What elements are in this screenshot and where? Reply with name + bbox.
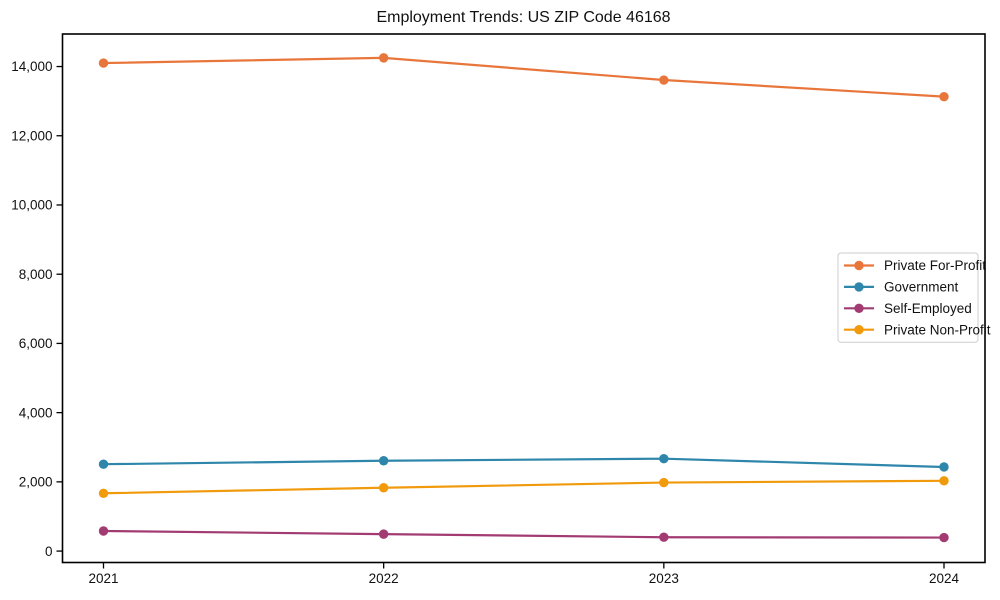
legend-label-government: Government — [884, 280, 959, 295]
y-tick-label: 8,000 — [19, 267, 53, 282]
series-marker-self-employed — [659, 532, 669, 542]
series-marker-self-employed — [939, 532, 949, 543]
y-tick-label: 0 — [45, 544, 53, 559]
series-marker-self-employed — [378, 529, 389, 539]
chart-title: Employment Trends: US ZIP Code 46168 — [376, 9, 671, 26]
series-marker-government — [659, 453, 669, 464]
x-tick-label: 2024 — [929, 571, 960, 586]
series-marker-self-employed — [98, 526, 109, 536]
series-marker-government — [939, 462, 949, 472]
series-marker-private-for-profit — [939, 91, 949, 102]
legend-marker-private-for-profit — [854, 260, 864, 271]
x-tick-label: 2022 — [369, 571, 399, 586]
series-marker-private-for-profit — [659, 75, 669, 85]
series-marker-private-non-profit — [939, 476, 949, 486]
series-marker-government — [98, 459, 109, 469]
series-marker-private-for-profit — [98, 58, 109, 68]
legend-label-private-for-profit: Private For-Profit — [884, 258, 986, 273]
series-marker-private-for-profit — [378, 53, 389, 63]
y-tick-label: 4,000 — [19, 405, 53, 420]
legend-box — [837, 252, 979, 343]
series-marker-private-non-profit — [378, 483, 389, 493]
series-line-government — [102, 457, 946, 469]
legend-marker-self-employed — [854, 303, 864, 313]
series-marker-government — [378, 456, 389, 466]
y-tick-label: 12,000 — [11, 128, 52, 143]
series-line-private-non-profit — [102, 479, 946, 495]
y-tick-label: 10,000 — [11, 198, 52, 213]
series-marker-private-non-profit — [98, 488, 109, 498]
x-tick-label: 2023 — [649, 571, 679, 586]
y-tick-label: 2,000 — [19, 475, 53, 490]
series-line-self-employed — [102, 529, 946, 539]
legend-label-private-non-profit: Private Non-Profit — [884, 322, 991, 337]
x-tick-label: 2021 — [88, 571, 118, 586]
y-tick-label: 6,000 — [19, 336, 53, 351]
y-tick-label: 14,000 — [11, 59, 52, 74]
legend-label-self-employed: Self-Employed — [884, 301, 972, 316]
legend-marker-private-non-profit — [854, 325, 864, 335]
series-marker-private-non-profit — [659, 477, 669, 488]
legend-marker-government — [854, 282, 864, 292]
axis-frame — [61, 33, 986, 564]
series-line-private-for-profit — [102, 56, 946, 98]
